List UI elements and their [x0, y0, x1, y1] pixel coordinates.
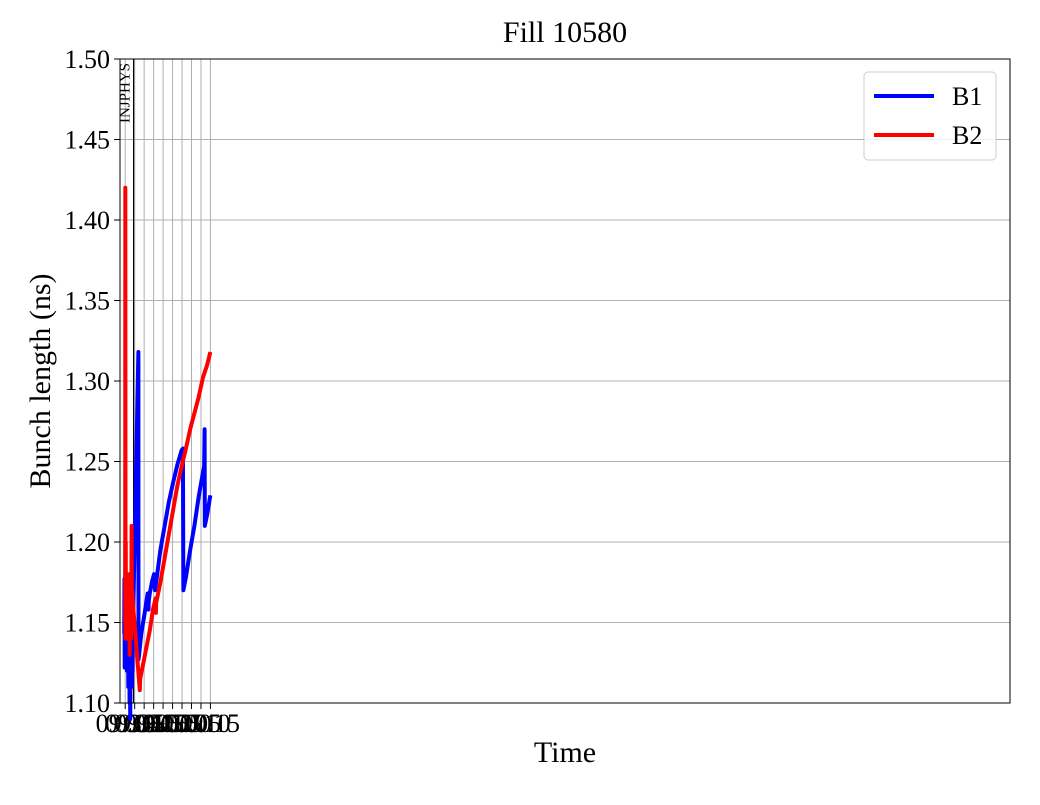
x-tick-label: 10:05	[162, 709, 221, 738]
x-tick-label: 09:55	[143, 709, 202, 738]
y-tick-label: 1.40	[65, 206, 111, 235]
chart-title: Fill 10580	[503, 16, 627, 49]
y-tick-label: 1.45	[65, 126, 111, 155]
y-axis-label: Bunch length (ns)	[24, 274, 57, 489]
x-tick-label: 10:00	[152, 709, 211, 738]
legend-label: B1	[952, 82, 982, 111]
line-series	[123, 185, 213, 693]
y-tick-label: 1.35	[65, 287, 111, 316]
y-tick-label: 1.30	[65, 367, 111, 396]
legend-label: B2	[952, 121, 982, 150]
y-tick-label: 1.50	[65, 45, 111, 74]
y-tick-label: 1.25	[65, 448, 111, 477]
y-tick-label: 1.15	[65, 609, 111, 638]
line-series	[122, 350, 213, 722]
x-tick-label: 09:45	[124, 709, 183, 738]
x-tick-label: 09:50	[133, 709, 192, 738]
x-tick-label: 09:35	[105, 709, 164, 738]
x-tick-label: 10:10	[171, 709, 230, 738]
x-tick-label: 09:40	[115, 709, 174, 738]
y-tick-label: 1.10	[65, 689, 111, 718]
x-tick-label: 10:15	[181, 709, 240, 738]
x-tick-label: 09:30	[96, 709, 155, 738]
y-tick-label: 1.20	[65, 528, 111, 557]
plot-frame	[119, 58, 1011, 704]
x-axis-label: Time	[534, 736, 596, 769]
annotation-text: INJPHYS	[118, 63, 134, 123]
